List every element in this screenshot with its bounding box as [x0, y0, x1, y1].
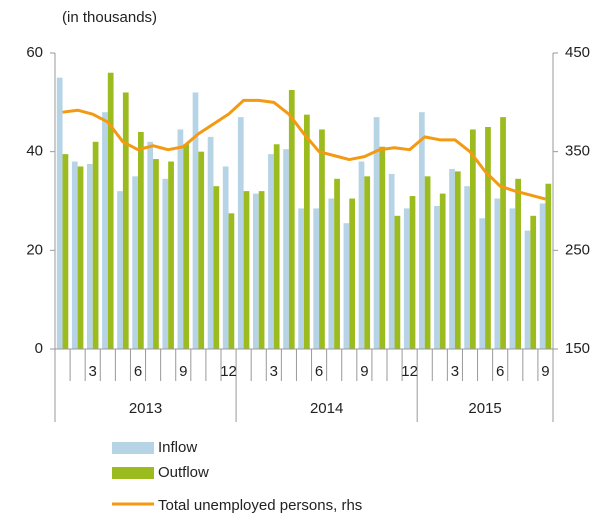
x-tick-label: 9 — [179, 363, 187, 380]
bar — [424, 176, 431, 349]
bar — [62, 154, 69, 349]
bar — [418, 112, 425, 349]
bar — [258, 191, 265, 349]
bar — [464, 186, 470, 349]
bar — [207, 136, 214, 349]
bar — [515, 178, 522, 349]
x-tick-label: 3 — [89, 363, 97, 380]
legend-label: Outflow — [158, 464, 209, 481]
bar — [77, 166, 84, 349]
y2-tick-label: 150 — [565, 340, 590, 357]
bar — [479, 218, 486, 349]
bar — [388, 173, 395, 349]
x-tick-label: 6 — [134, 363, 142, 380]
legend-swatch — [112, 467, 154, 479]
bar — [192, 92, 199, 349]
x-tick-label: 9 — [541, 363, 549, 380]
y-tick-label: 0 — [35, 340, 43, 357]
bar — [470, 129, 476, 349]
bar — [364, 176, 371, 349]
bar — [132, 176, 138, 349]
bar — [243, 191, 250, 349]
bar — [539, 203, 546, 349]
bar — [439, 193, 446, 349]
x-tick-label: 9 — [360, 363, 368, 380]
bar — [198, 151, 205, 349]
bar — [117, 191, 123, 349]
bar — [349, 198, 356, 349]
bar — [153, 159, 159, 349]
bar — [183, 144, 190, 349]
bar — [500, 117, 506, 349]
bar — [319, 129, 325, 349]
bar — [313, 208, 320, 349]
bar — [268, 154, 274, 349]
bar — [379, 146, 386, 349]
bar — [252, 193, 259, 349]
bar — [343, 223, 350, 349]
bar — [56, 77, 63, 350]
bar — [147, 141, 154, 349]
bar — [228, 213, 235, 349]
bar — [485, 127, 491, 349]
bar — [213, 186, 220, 349]
x-tick-label: 6 — [496, 363, 504, 380]
x-tick-label: 3 — [270, 363, 278, 380]
unit-note: (in thousands) — [62, 9, 157, 26]
bar — [509, 208, 516, 349]
bar — [177, 129, 184, 349]
bar — [138, 131, 144, 349]
bar — [494, 198, 501, 349]
bar — [304, 114, 310, 350]
bar — [358, 161, 365, 349]
bar — [92, 141, 99, 349]
bar — [530, 215, 537, 349]
legend-swatch — [112, 442, 154, 454]
x-tick-label: 3 — [451, 363, 459, 380]
x-tick-label: 6 — [315, 363, 323, 380]
x-tick-label: 12 — [220, 363, 237, 380]
bar — [288, 90, 295, 349]
year-label: 2014 — [310, 400, 343, 417]
y2-tick-label: 350 — [565, 143, 590, 160]
bar — [524, 230, 531, 349]
bar — [394, 215, 401, 349]
year-label: 2015 — [468, 400, 501, 417]
bar — [449, 168, 455, 349]
y-tick-label: 20 — [26, 241, 43, 258]
bar — [71, 161, 78, 349]
bar — [545, 183, 552, 349]
bar — [237, 117, 244, 349]
bar — [86, 164, 93, 349]
line — [62, 98, 546, 201]
bar — [283, 149, 289, 349]
bar — [162, 178, 169, 349]
bar — [334, 178, 340, 349]
year-label: 2013 — [129, 400, 162, 417]
bar — [454, 171, 461, 349]
bar — [222, 166, 229, 349]
legend-label: Total unemployed persons, rhs — [158, 497, 362, 514]
bar — [298, 208, 304, 349]
bar — [328, 198, 335, 349]
y2-tick-label: 450 — [565, 44, 590, 61]
bar — [107, 72, 114, 349]
y-tick-label: 40 — [26, 143, 43, 160]
legend-label: Inflow — [158, 439, 197, 456]
bar — [373, 117, 380, 349]
bar — [403, 208, 410, 349]
y2-tick-label: 250 — [565, 241, 590, 258]
bar — [122, 92, 129, 349]
bar — [273, 144, 280, 349]
bar — [434, 205, 440, 349]
bar — [409, 196, 416, 349]
bar — [168, 161, 174, 349]
x-tick-label: 12 — [401, 363, 418, 380]
bar — [102, 112, 108, 349]
y-tick-label: 60 — [26, 44, 43, 61]
